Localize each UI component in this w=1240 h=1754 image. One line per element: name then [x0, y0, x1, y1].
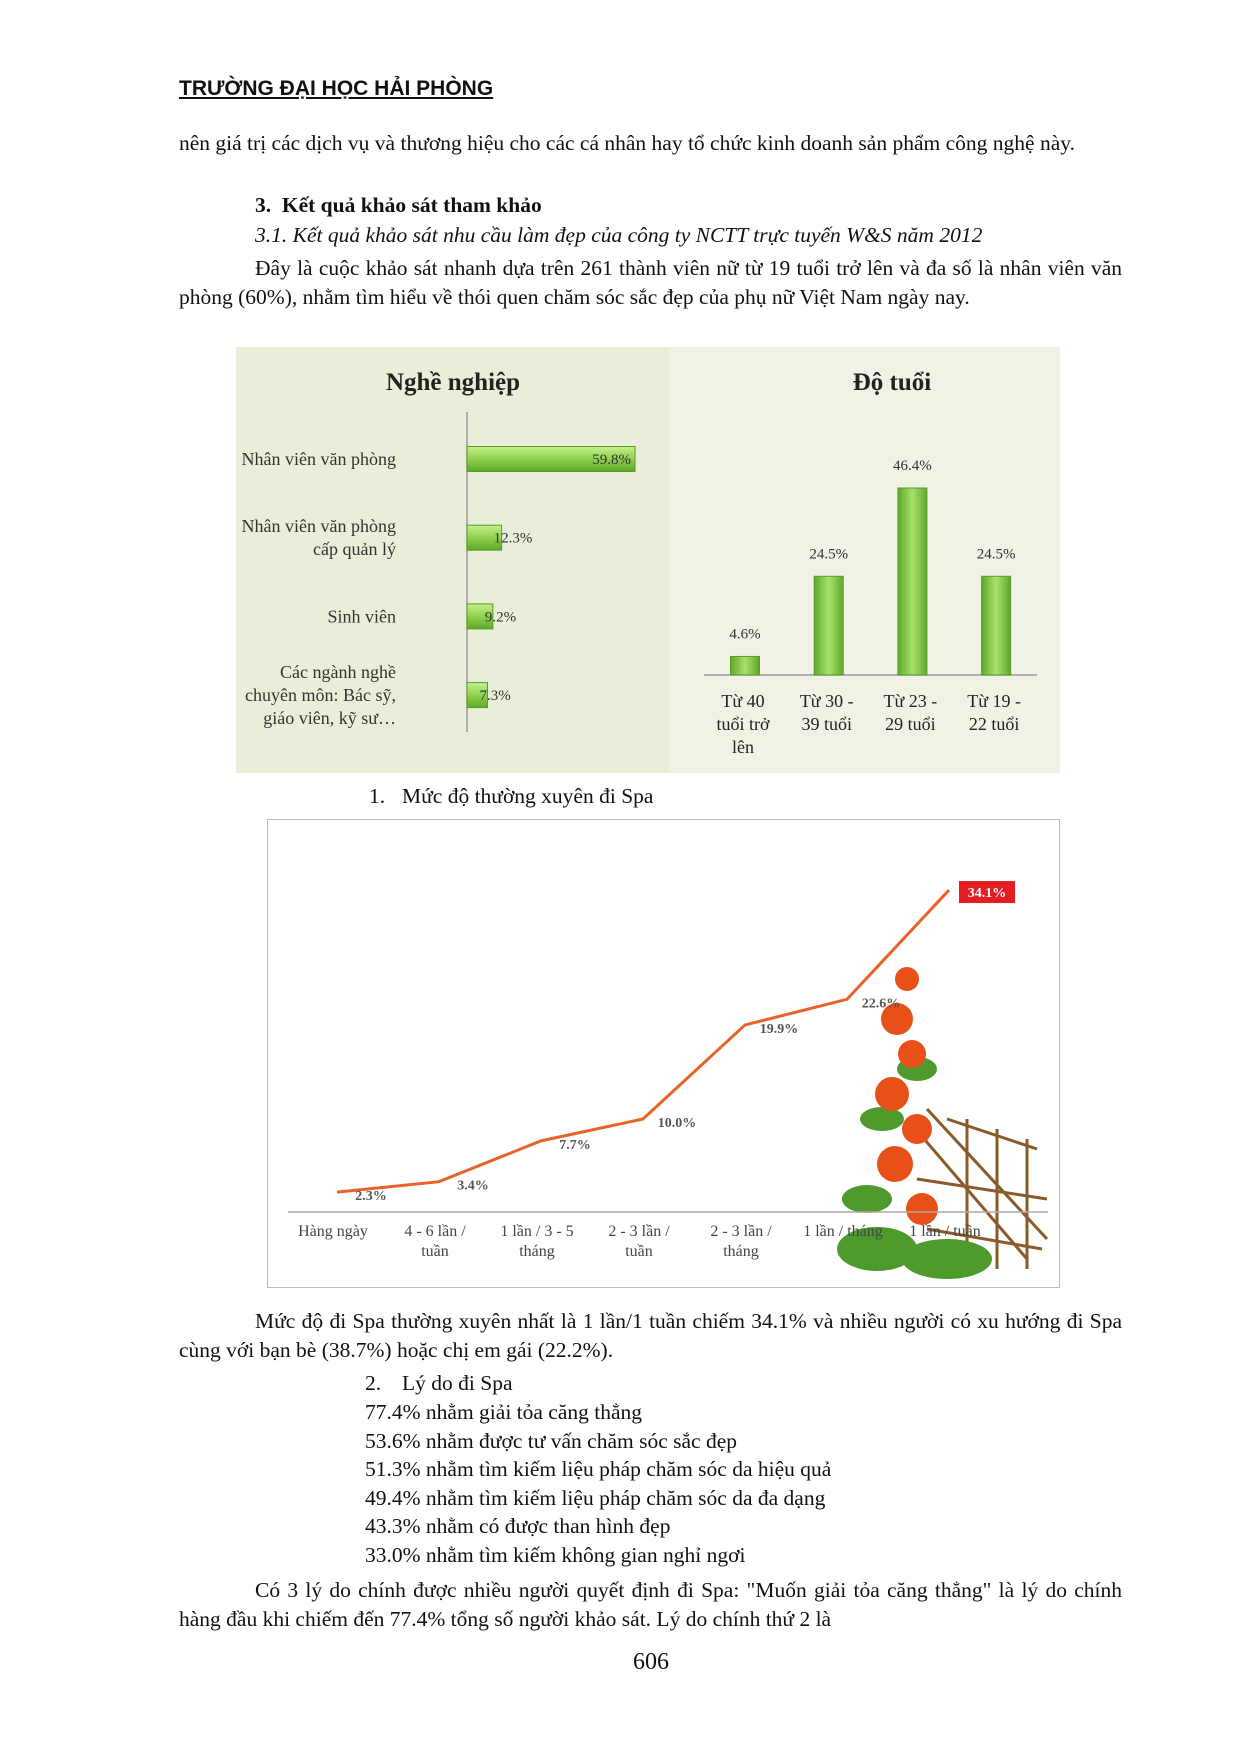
item-text: Mức độ thường xuyên đi Spa	[402, 784, 654, 808]
section-title: Kết quả khảo sát tham khảo	[281, 193, 542, 217]
value-label: 34.1%	[968, 886, 1007, 901]
paragraph: Đây là cuộc khảo sát nhanh dựa trên 261 …	[179, 256, 1122, 309]
value-label: 24.5%	[809, 546, 848, 562]
chart-title: Nghề nghiệp	[386, 369, 520, 396]
chart-title: Độ tuổi	[853, 369, 932, 396]
bar	[466, 682, 489, 709]
category-label: Các ngành nghề chuyên môn: Bác sỹ, giáo vi…	[245, 662, 396, 728]
value-label: 2.3%	[355, 1189, 387, 1204]
bar	[813, 575, 844, 676]
page-number: 606	[633, 1649, 669, 1675]
section-heading: 3. Kết quả khảo sát tham khảo	[255, 191, 542, 220]
category-label: Nhân viên văn phòng cấp quản lý	[242, 516, 396, 559]
bar	[466, 524, 503, 551]
category-label: 2 - 3 lần / tháng	[710, 1223, 772, 1260]
reason-list: 77.4% nhằm giải tỏa căng thẳng 53.6% nhằm…	[365, 1398, 831, 1569]
category-label: Từ 19 -22 tuổi	[967, 691, 1021, 734]
value-label: 3.4%	[457, 1179, 489, 1194]
value-label: 19.9%	[760, 1022, 799, 1037]
category-label: Nhân viên văn phòng	[242, 449, 396, 469]
category-label: 1 lần / tháng	[803, 1223, 883, 1240]
value-label: 7.7%	[559, 1138, 591, 1153]
paragraph: Có 3 lý do chính được nhiều người quyết …	[179, 1578, 1122, 1631]
chart: 2.3% Hàng ngày 3.4% 4 - 6 lần / tuần 7.7% 1 lầ…	[288, 881, 1048, 1260]
category-label: 4 - 6 lần / tuần	[404, 1223, 466, 1260]
value-label: 12.3%	[494, 531, 533, 547]
value-label: 24.5%	[977, 546, 1016, 562]
list-item: 1. Mức độ thường xuyên đi Spa	[369, 782, 653, 811]
reason: 43.3% nhằm có được than hình đẹp	[365, 1514, 671, 1538]
item-number: 2.	[365, 1371, 382, 1395]
reason: 77.4% nhằm giải tỏa căng thẳng	[365, 1400, 643, 1424]
category-label: 1 lần / tuần	[909, 1223, 981, 1240]
category-label: Từ 40 tuổi trở lên	[716, 691, 769, 757]
chart: Nghề nghiệp 59.8% Nhân viên văn phòng 12.3%…	[242, 369, 636, 732]
bar	[466, 603, 494, 630]
frame	[267, 819, 1060, 1288]
bar	[981, 575, 1012, 676]
reason: 49.4% nhằm tìm kiếm liệu pháp chăm sóc d…	[365, 1485, 826, 1510]
item-text: Lý do đi Spa	[402, 1371, 513, 1395]
line	[336, 889, 951, 1194]
value-label: 10.0%	[658, 1116, 697, 1131]
category-label: 2 - 3 lần / tuần	[608, 1223, 670, 1260]
reason: 33.0% nhằm tìm kiếm không gian nghỉ ngơi	[365, 1542, 746, 1567]
subsection-heading: 3.1. Kết quả khảo sát nhu cầu làm đẹp củ…	[255, 223, 983, 247]
background	[236, 347, 669, 773]
bar	[730, 655, 760, 676]
value-label: 7.3%	[480, 688, 511, 704]
value-label: 59.8%	[592, 452, 631, 468]
item-number: 1.	[369, 784, 386, 808]
category-label: 1 lần / 3 - 5 tháng	[500, 1223, 573, 1260]
decoration	[837, 967, 1049, 1279]
paragraph: nên giá trị các dịch vụ và thương hiệu c…	[179, 131, 1075, 155]
value-label: 22.6%	[862, 996, 901, 1011]
chart-panel: Nghề nghiệp 59.8% Nhân viên văn phòng 12.3%…	[236, 347, 1060, 773]
category-label: Sinh viên	[327, 606, 396, 626]
list-item: 2. Lý do đi Spa	[365, 1369, 512, 1398]
background	[669, 347, 1060, 773]
reason: 53.6% nhằm được tư vấn chăm sóc sắc đẹp	[365, 1428, 737, 1453]
section-number: 3.	[255, 193, 272, 217]
chart: Độ tuổi 4.6% Từ 40 tuổi trở lên 24.5% Từ 30 -3…	[704, 369, 1037, 757]
paragraph: Mức độ đi Spa thường xuyên nhất là 1 lần…	[179, 1309, 1122, 1362]
label-box	[959, 881, 1015, 904]
category-label: Từ 23 -29 tuổi	[884, 691, 938, 734]
value-label: 9.2%	[485, 609, 516, 625]
reason: 51.3% nhằm tìm kiếm liệu pháp chăm sóc d…	[365, 1457, 832, 1481]
category-label: Hàng ngày	[298, 1223, 368, 1240]
bar	[466, 446, 636, 472]
value-label: 4.6%	[729, 626, 760, 642]
chart-panel: 2.3% Hàng ngày 3.4% 4 - 6 lần / tuần 7.7% 1 lầ…	[267, 819, 1060, 1288]
header: TRƯỜNG ĐẠI HỌC HẢI PHÒNG	[179, 77, 494, 100]
bar	[897, 487, 928, 676]
category-label: Từ 30 -39 tuổi	[800, 691, 854, 734]
value-label: 46.4%	[893, 458, 932, 474]
